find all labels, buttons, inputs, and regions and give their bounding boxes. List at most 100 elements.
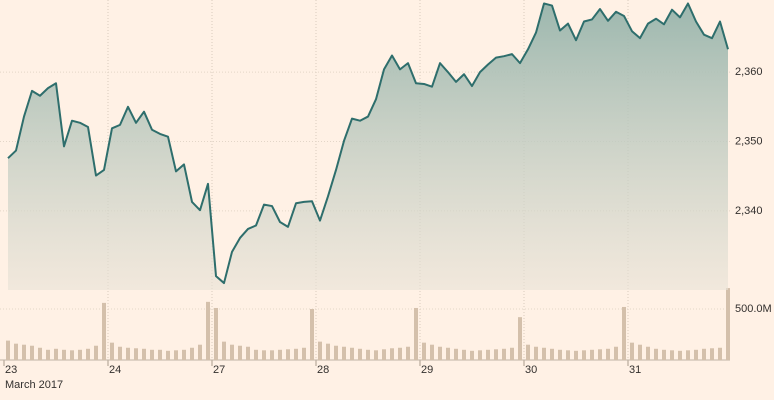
volume-bar (382, 349, 386, 360)
x-tick-label: 23 (5, 364, 17, 376)
volume-bar (606, 348, 610, 360)
volume-bar (582, 350, 586, 360)
volume-bar (38, 347, 42, 360)
volume-bar (214, 307, 218, 360)
volume-bar (558, 349, 562, 360)
volume-bar (318, 341, 322, 360)
volume-bar (126, 347, 130, 360)
volume-bar (182, 349, 186, 360)
volume-bar (550, 348, 554, 360)
volume-bar (470, 350, 474, 360)
volume-bar (494, 349, 498, 360)
volume-bar (534, 346, 538, 360)
volume-bar (70, 350, 74, 360)
volume-bar (646, 346, 650, 360)
volume-bar (566, 350, 570, 360)
volume-bar (526, 344, 530, 360)
volume-bar (174, 350, 178, 360)
volume-bar (726, 288, 730, 360)
volume-bar (166, 350, 170, 360)
volume-bar (670, 350, 674, 360)
volume-bar (342, 346, 346, 360)
area-fill (8, 3, 728, 290)
volume-bar (46, 349, 50, 360)
volume-bar (374, 350, 378, 360)
x-axis-label: March 2017 (5, 379, 63, 391)
y-tick-label: 2,350 (735, 135, 763, 147)
volume-bar (150, 349, 154, 360)
volume-bar (390, 348, 394, 360)
volume-bar (430, 344, 434, 360)
x-tick-label: 27 (213, 364, 225, 376)
volume-bar (270, 350, 274, 360)
volume-bar (94, 345, 98, 360)
volume-bar (590, 349, 594, 360)
volume-bar (310, 309, 314, 360)
volume-bar (222, 341, 226, 360)
volume-bar (238, 345, 242, 360)
volume-bar (638, 344, 642, 360)
x-tick-label: 31 (629, 364, 641, 376)
volume-bar (574, 350, 578, 360)
volume-bar (86, 348, 90, 360)
volume-bar (438, 346, 442, 360)
volume-bar (294, 348, 298, 360)
volume-bar (414, 307, 418, 360)
x-tick-label: 28 (317, 364, 329, 376)
volume-bar (422, 342, 426, 360)
volume-bar (110, 342, 114, 360)
volume-bar (502, 348, 506, 360)
volume-bar (190, 347, 194, 360)
volume-bar (366, 349, 370, 360)
volume-bar (6, 340, 10, 360)
volume-bar (598, 349, 602, 360)
volume-bar (62, 349, 66, 360)
volume-bar (406, 346, 410, 360)
volume-bar (14, 343, 18, 360)
volume-bar (630, 342, 634, 360)
volume-bar (102, 302, 106, 360)
volume-bar (118, 346, 122, 360)
volume-bar (702, 348, 706, 360)
volume-bar (518, 317, 522, 360)
volume-bar (510, 347, 514, 360)
volume-bar (542, 347, 546, 360)
volume-bar (398, 347, 402, 360)
volume-bar (710, 348, 714, 360)
volume-bar (694, 349, 698, 360)
volume-bar (158, 349, 162, 360)
volume-bar (30, 345, 34, 360)
volume-bar (278, 349, 282, 360)
volume-bar (198, 344, 202, 360)
price-line (7, 2, 729, 285)
x-tick-label: 24 (109, 364, 121, 376)
volume-bar (286, 349, 290, 360)
volume-bar (486, 349, 490, 360)
x-tick-label: 29 (421, 364, 433, 376)
volume-bar (134, 348, 138, 360)
volume-bar (230, 344, 234, 360)
y-tick-label: 2,360 (735, 66, 763, 78)
x-tick-label: 30 (525, 364, 537, 376)
volume-bar (478, 350, 482, 360)
volume-bar (358, 348, 362, 360)
volume-bar (446, 347, 450, 360)
volume-bar (254, 349, 258, 360)
volume-bar (686, 350, 690, 360)
volume-bar (614, 346, 618, 360)
volume-bar (246, 346, 250, 360)
volume-bar (302, 347, 306, 360)
volume-bar (454, 348, 458, 360)
volume-bar (326, 343, 330, 360)
volume-bar (622, 306, 626, 360)
volume-bar (142, 348, 146, 360)
volume-bar (350, 347, 354, 360)
y2-tick-label: 500.0M (735, 303, 772, 315)
volume-bar (654, 348, 658, 360)
volume-bar (54, 348, 58, 360)
volume-bar (662, 349, 666, 360)
y-tick-label: 2,340 (735, 205, 763, 217)
volume-bar (262, 350, 266, 360)
volume-bar (206, 301, 210, 360)
